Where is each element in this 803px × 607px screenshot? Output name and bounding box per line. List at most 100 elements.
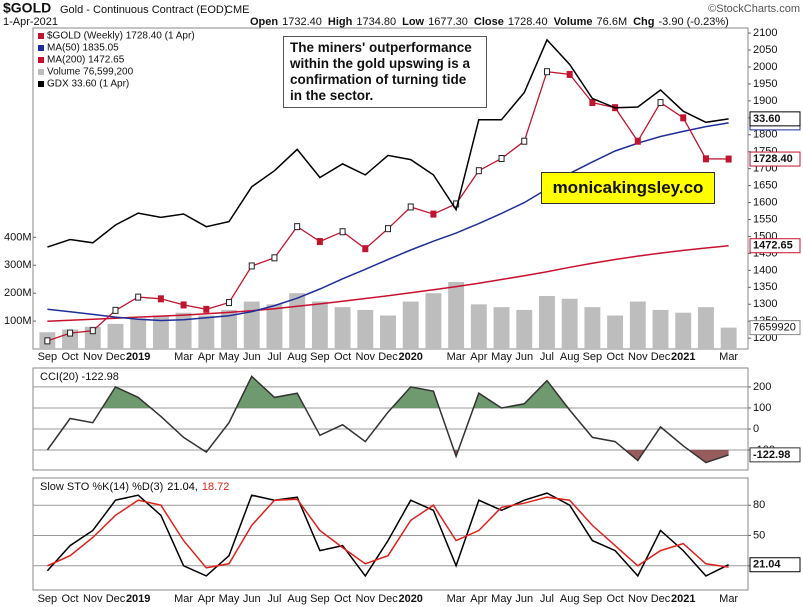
value-tag-box [749,111,801,127]
volume-bar [539,295,555,349]
x-tick-label: Dec [106,351,126,363]
x-tick-label: 2021 [671,593,695,605]
candle [543,68,550,76]
candle [157,295,164,303]
volume-bar [266,304,283,349]
volume-bar [652,309,669,349]
x-tick-label: Dec [378,351,398,363]
annotation: The miners' outperformance within the go… [283,36,487,108]
x-tick-label: Jun [515,351,533,363]
x-tick-label: Oct [334,351,351,363]
x-tick-label: Jun [243,593,261,605]
candle [226,299,233,307]
x-tick-label: Jul [267,593,281,605]
x-tick-label: Apr [470,351,487,363]
volume-bar [493,307,510,349]
x-tick-label: May [219,351,240,363]
x-tick-label: 2020 [398,593,422,605]
series-line [47,244,729,322]
legend-swatch [38,69,44,75]
volume-bar [380,315,396,349]
quote: Open 1732.40 High 1734.80 Low 1677.30 Close 172… [250,16,729,28]
quote-label: Open [250,16,278,28]
y2-tick-label: 400M [4,231,32,243]
value-tag: 1728.40 [753,153,793,165]
quote-value: -3.90 (-0.23%) [659,16,729,28]
value-tag: -122.98 [753,449,790,461]
x-tick-label: Apr [198,351,215,363]
volume-bar [448,282,465,349]
volume-bar [584,307,601,349]
value-tag-box [749,557,801,573]
volume-bar [629,301,646,349]
x-tick-label: Oct [607,351,624,363]
series-line [46,375,729,464]
x-tick-label: Aug [560,593,580,605]
x-tick-label: Dec [106,593,126,605]
copyright: ©StockCharts.com [708,3,800,15]
volume-bar [107,323,124,349]
instrument-name: Gold - Continuous Contract (EOD) [60,4,228,16]
x-tick-label: Apr [198,593,215,605]
candle [385,225,391,233]
y-tick-label: 1600 [753,196,777,208]
x-tick-label: Dec [651,593,671,605]
watermark: monicakingsley.co [541,172,715,204]
quote-label: Low [402,16,424,28]
date: 1-Apr-2021 [3,16,58,28]
quote-value: 1677.30 [428,16,468,28]
quote-value: 76.6M [597,16,628,28]
quote-label: Volume [554,16,593,28]
candle [475,167,482,175]
candle [294,223,301,231]
candle [44,337,51,345]
y-tick-label: 1400 [753,264,777,276]
x-tick-label: May [491,351,512,363]
legend-swatch [38,45,44,51]
quote-value: 1734.80 [356,16,396,28]
y-tick-label: 50 [753,529,765,541]
x-tick-label: Jun [243,351,261,363]
legend-entry: GDX 33.60 (1 Apr) [47,79,129,90]
value-tag-box [749,320,801,336]
y-tick-label: 2050 [753,44,777,56]
candle [725,155,732,163]
volume-bar [334,307,351,349]
candle [430,210,437,218]
x-tick-label: Jun [515,593,533,605]
candle [407,203,414,211]
x-tick-label: May [491,593,512,605]
x-tick-label: 2021 [671,351,695,363]
volume-bar [130,318,147,349]
x-tick-label: Aug [560,351,580,363]
candle [271,254,278,262]
legend-swatch [38,81,44,87]
x-tick-label: Oct [62,351,79,363]
y2-tick-label: 200M [4,287,32,299]
x-tick-label: Dec [651,351,671,363]
x-tick-label: Sep [38,351,58,363]
x-tick-label: Sep [310,351,330,363]
candle [702,155,709,163]
x-tick-label: 2019 [126,593,150,605]
legend-entry: MA(200) 1472.65 [47,55,125,66]
candle [680,114,687,122]
value-tag-box [749,238,801,254]
candle [112,306,119,314]
volume-bar [357,309,374,349]
value-tag: 7659920 [753,322,796,334]
volume-bar [198,315,215,349]
candle [89,327,96,335]
x-tick-label: Oct [334,593,351,605]
x-tick-label: Nov [356,351,376,363]
volume-bar [152,315,169,349]
series-line [47,70,729,342]
candle [203,305,210,313]
volume-bar [402,301,419,349]
x-tick-label: Mar [447,593,466,605]
candle [521,137,528,145]
legend-entry: $GOLD (Weekly) 1728.40 (1 Apr) [47,31,195,42]
x-tick-label: Sep [583,593,603,605]
candle [180,301,187,309]
